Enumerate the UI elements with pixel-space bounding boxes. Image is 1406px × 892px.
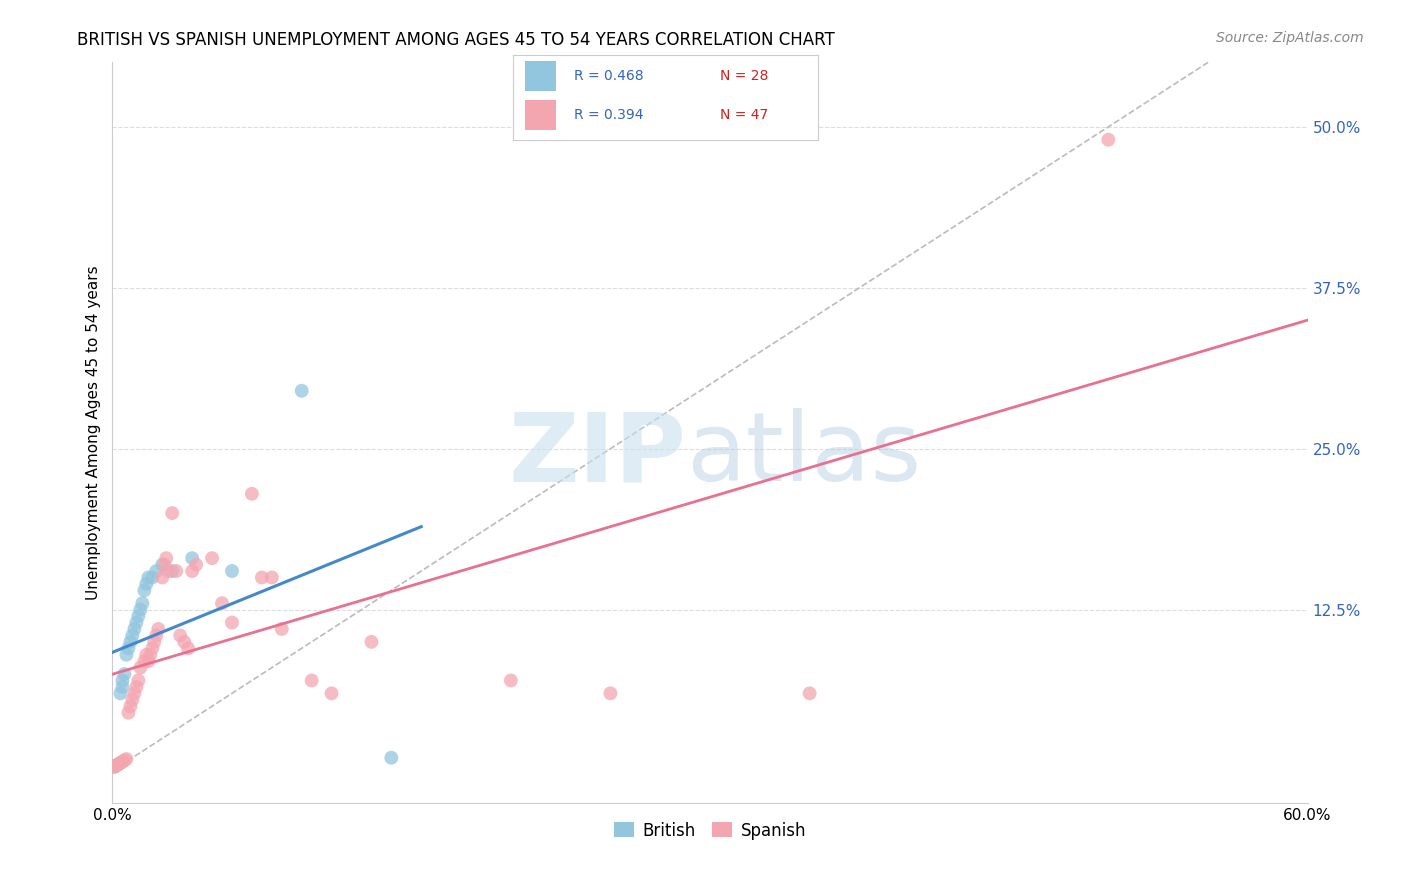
Point <box>124 622 146 636</box>
Point <box>162 564 183 578</box>
Text: ZIP: ZIP <box>508 409 686 501</box>
Point <box>181 551 204 566</box>
Point <box>169 628 191 642</box>
Point <box>125 680 148 694</box>
Point <box>141 570 163 584</box>
Point <box>360 635 382 649</box>
Point <box>129 660 152 674</box>
Text: BRITISH VS SPANISH UNEMPLOYMENT AMONG AGES 45 TO 54 YEARS CORRELATION CHART: BRITISH VS SPANISH UNEMPLOYMENT AMONG AG… <box>77 31 835 49</box>
Point <box>121 693 143 707</box>
Point <box>270 622 292 636</box>
Point <box>499 673 522 688</box>
Point <box>121 628 143 642</box>
Point <box>221 564 243 578</box>
Point <box>155 551 177 566</box>
Point <box>177 641 200 656</box>
Point <box>150 570 173 584</box>
Point <box>125 615 148 630</box>
Point <box>139 648 162 662</box>
Point <box>110 756 132 770</box>
Point <box>250 570 273 584</box>
Point <box>138 570 160 584</box>
Point <box>143 635 166 649</box>
Point <box>145 628 167 642</box>
Point <box>1097 133 1119 147</box>
Point <box>260 570 283 584</box>
Point <box>157 564 180 578</box>
Point <box>134 654 156 668</box>
Point <box>173 635 195 649</box>
Text: atlas: atlas <box>686 409 921 501</box>
Point <box>127 673 149 688</box>
Point <box>181 564 204 578</box>
Point <box>117 641 139 656</box>
Point <box>111 673 134 688</box>
Point <box>153 558 176 572</box>
Point <box>321 686 343 700</box>
Point <box>129 602 152 616</box>
Point <box>599 686 621 700</box>
Point <box>135 577 157 591</box>
Point <box>115 648 138 662</box>
Point <box>165 564 187 578</box>
Point <box>186 558 208 572</box>
Point <box>124 686 146 700</box>
Point <box>150 558 173 572</box>
Point <box>103 760 125 774</box>
Point <box>291 384 314 398</box>
Point <box>148 622 170 636</box>
Point <box>799 686 821 700</box>
Point <box>131 596 153 610</box>
Text: Source: ZipAtlas.com: Source: ZipAtlas.com <box>1216 31 1364 45</box>
Point <box>134 583 156 598</box>
Point <box>162 506 183 520</box>
Point <box>105 758 128 772</box>
Y-axis label: Unemployment Among Ages 45 to 54 years: Unemployment Among Ages 45 to 54 years <box>86 265 101 600</box>
Point <box>380 750 402 764</box>
Point <box>138 654 160 668</box>
Point <box>117 706 139 720</box>
Point <box>127 609 149 624</box>
Point <box>115 752 138 766</box>
Point <box>110 686 132 700</box>
Point <box>103 760 125 774</box>
Point <box>114 753 135 767</box>
Point <box>221 615 243 630</box>
Point <box>211 596 233 610</box>
Point <box>105 758 128 772</box>
Point <box>240 487 263 501</box>
Point <box>120 635 142 649</box>
Point <box>135 648 157 662</box>
Point <box>111 755 134 769</box>
Point <box>141 641 163 656</box>
Point <box>111 680 134 694</box>
Legend: British, Spanish: British, Spanish <box>607 815 813 847</box>
Point <box>201 551 224 566</box>
Point <box>107 757 129 772</box>
Point <box>145 564 167 578</box>
Point <box>110 756 132 770</box>
Point <box>301 673 323 688</box>
Point <box>114 667 135 681</box>
Point <box>120 699 142 714</box>
Point <box>107 757 129 772</box>
